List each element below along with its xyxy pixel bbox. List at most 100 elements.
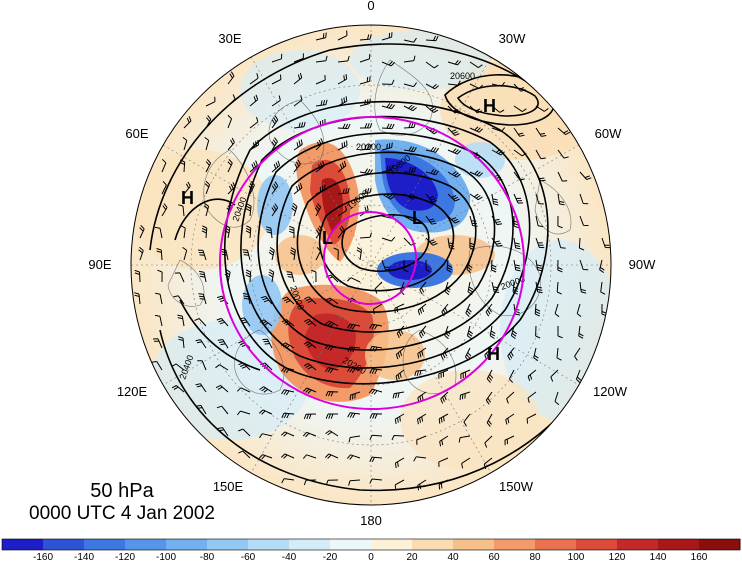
- colorbar-swatch: [535, 539, 577, 550]
- wind-barb: [403, 82, 418, 88]
- contour-label: 20200: [356, 142, 381, 152]
- wind-barb: [134, 269, 141, 283]
- wind-barb: [347, 412, 361, 419]
- wind-barb: [469, 126, 484, 133]
- wind-barb: [557, 193, 565, 206]
- wind-barb: [348, 479, 361, 486]
- wind-barb: [161, 203, 168, 217]
- wind-barb: [337, 160, 347, 173]
- wind-barb: [268, 246, 275, 261]
- wind-barb: [438, 369, 449, 379]
- wind-barb: [438, 413, 449, 424]
- wind-barb: [469, 61, 483, 69]
- wind-barb: [215, 364, 229, 371]
- wind-barb: [459, 391, 471, 401]
- wind-barb: [513, 259, 521, 272]
- wind-barb: [281, 389, 295, 396]
- wind-barb: [575, 369, 582, 384]
- wind-barb: [281, 478, 295, 484]
- wind-barb: [491, 193, 499, 206]
- wind-barb: [557, 127, 571, 136]
- wind-barb: [535, 237, 545, 249]
- colorbar-swatch: [330, 539, 372, 550]
- wind-barb: [395, 369, 405, 381]
- wind-barb: [466, 325, 473, 339]
- longitude-labels: 0 30W 60W 90W 120W 150W 180 150E 120E 90…: [88, 0, 656, 528]
- lon-label-90w: 90W: [629, 257, 656, 272]
- wind-barb: [369, 478, 383, 484]
- wind-barb: [293, 72, 303, 85]
- colorbar-swatch: [699, 539, 741, 550]
- wind-barb: [513, 216, 519, 229]
- wind-barb: [337, 74, 348, 85]
- colorbar-swatch: [2, 539, 44, 550]
- wind-barb: [403, 104, 417, 112]
- colorbar-tick-label: -40: [282, 552, 297, 561]
- wind-barb: [199, 270, 207, 283]
- colorbar-tick-label: -100: [156, 552, 176, 561]
- wind-barb: [395, 347, 405, 360]
- wind-barb: [337, 205, 347, 217]
- wind-barb: [216, 405, 229, 415]
- wind-barb: [238, 362, 251, 371]
- wind-barb: [464, 347, 472, 361]
- wind-barb: [156, 248, 163, 261]
- wind-barb: [535, 259, 543, 272]
- wind-barb: [404, 167, 417, 173]
- wind-barb: [513, 303, 521, 316]
- wind-barb: [271, 203, 279, 217]
- wind-barb: [461, 457, 471, 469]
- colorbar-tick-label: 80: [529, 552, 541, 561]
- colorbar-tick-label: 140: [650, 552, 667, 561]
- wind-barb: [485, 303, 493, 317]
- wind-barb: [157, 269, 163, 283]
- wind-barb: [249, 73, 259, 85]
- wind-barb: [513, 237, 521, 250]
- wind-barb: [469, 193, 483, 201]
- colorbar-swatch: [658, 539, 700, 550]
- wind-barb: [465, 303, 472, 318]
- wind-barb: [221, 248, 229, 261]
- outer-magenta-circle: [219, 116, 525, 410]
- wind-barb: [527, 369, 537, 382]
- wind-barb: [155, 292, 163, 305]
- wind-barb: [242, 293, 251, 305]
- wind-barb: [265, 226, 273, 239]
- wind-barb: [337, 123, 351, 130]
- wind-barb: [215, 384, 229, 393]
- wind-barb: [469, 237, 475, 251]
- wind-barb: [447, 59, 462, 66]
- wind-barb: [491, 259, 497, 273]
- wind-barb: [303, 363, 317, 371]
- pressure-system-markers: H H H L L: [181, 96, 500, 364]
- wind-barb: [154, 226, 163, 239]
- wind-barb: [486, 369, 494, 383]
- wind-barb: [262, 338, 273, 349]
- wind-barb: [201, 225, 208, 239]
- wind-barb: [359, 98, 371, 107]
- wind-barb: [236, 387, 251, 393]
- wind-barb: [533, 347, 539, 362]
- wind-barb: [197, 360, 207, 371]
- colorbar-tick-label: -80: [200, 552, 215, 561]
- wind-barb: [392, 391, 405, 399]
- colorbar-swatches: [1, 538, 741, 551]
- wind-barb: [180, 225, 186, 239]
- wind-barb: [346, 277, 361, 283]
- wind-barb: [513, 105, 527, 113]
- wind-barb: [440, 347, 449, 361]
- wind-barb: [182, 137, 188, 151]
- wind-barb: [227, 137, 235, 151]
- wind-barb: [205, 159, 212, 173]
- wind-barb: [576, 303, 582, 317]
- wind-barb: [293, 159, 301, 173]
- wind-barb: [359, 76, 371, 85]
- wind-barb: [314, 203, 322, 217]
- wind-barb: [381, 103, 395, 110]
- wind-barb: [154, 314, 163, 327]
- wind-barb: [381, 236, 396, 242]
- wind-barb: [194, 318, 207, 327]
- high-north-pacific: H: [487, 344, 500, 364]
- colorbar-tick-label: 40: [447, 552, 459, 561]
- wind-barb: [484, 435, 493, 448]
